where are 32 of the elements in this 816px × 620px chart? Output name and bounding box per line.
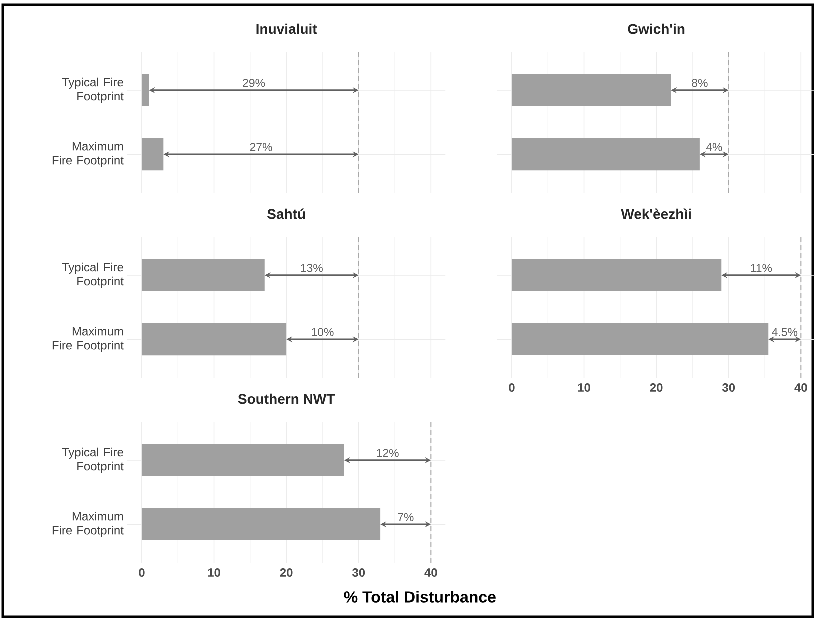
- chart-title: Sahtú: [268, 208, 306, 220]
- x-axis-title: % Total Disturbance: [344, 591, 496, 603]
- annotation: 27%: [250, 143, 272, 152]
- x-tick-label: 40: [424, 568, 438, 578]
- y-tick-label: Typical Fire Footprint: [62, 448, 124, 474]
- annotation: 4%: [706, 143, 722, 152]
- annotation: 29%: [243, 79, 266, 88]
- y-tick-label: Maximum Fire Footprint: [52, 512, 124, 538]
- annotation: 13%: [301, 264, 323, 272]
- y-tick-label: Maximum Fire Footprint: [52, 326, 124, 352]
- x-tick-label: 0: [139, 568, 145, 578]
- x-tick-label: 10: [208, 568, 220, 578]
- x-tick-label: 30: [722, 384, 736, 392]
- annotation: 4.5%: [772, 328, 798, 336]
- x-tick-label: 20: [650, 384, 663, 392]
- annotation: 11%: [751, 264, 772, 272]
- y-tick-label: Typical Fire Footprint: [62, 262, 124, 288]
- x-tick-label: 40: [794, 384, 808, 392]
- annotation: 8%: [692, 79, 708, 88]
- chart-title: Gwich'in: [628, 24, 685, 34]
- annotation: 12%: [377, 449, 399, 458]
- annotation: 10%: [312, 328, 334, 336]
- chart-title: Wek'èezhìi: [621, 208, 691, 220]
- y-tick-label: Maximum Fire Footprint: [52, 142, 124, 168]
- x-tick-label: 10: [578, 384, 590, 392]
- x-tick-label: 30: [352, 568, 366, 578]
- annotation: 7%: [398, 513, 414, 522]
- x-tick-label: 20: [280, 568, 293, 578]
- chart-title: Inuvialuit: [256, 24, 318, 34]
- chart-title: Southern NWT: [238, 394, 336, 404]
- x-tick-label: 0: [509, 384, 515, 392]
- y-tick-label: Typical Fire Footprint: [62, 78, 124, 104]
